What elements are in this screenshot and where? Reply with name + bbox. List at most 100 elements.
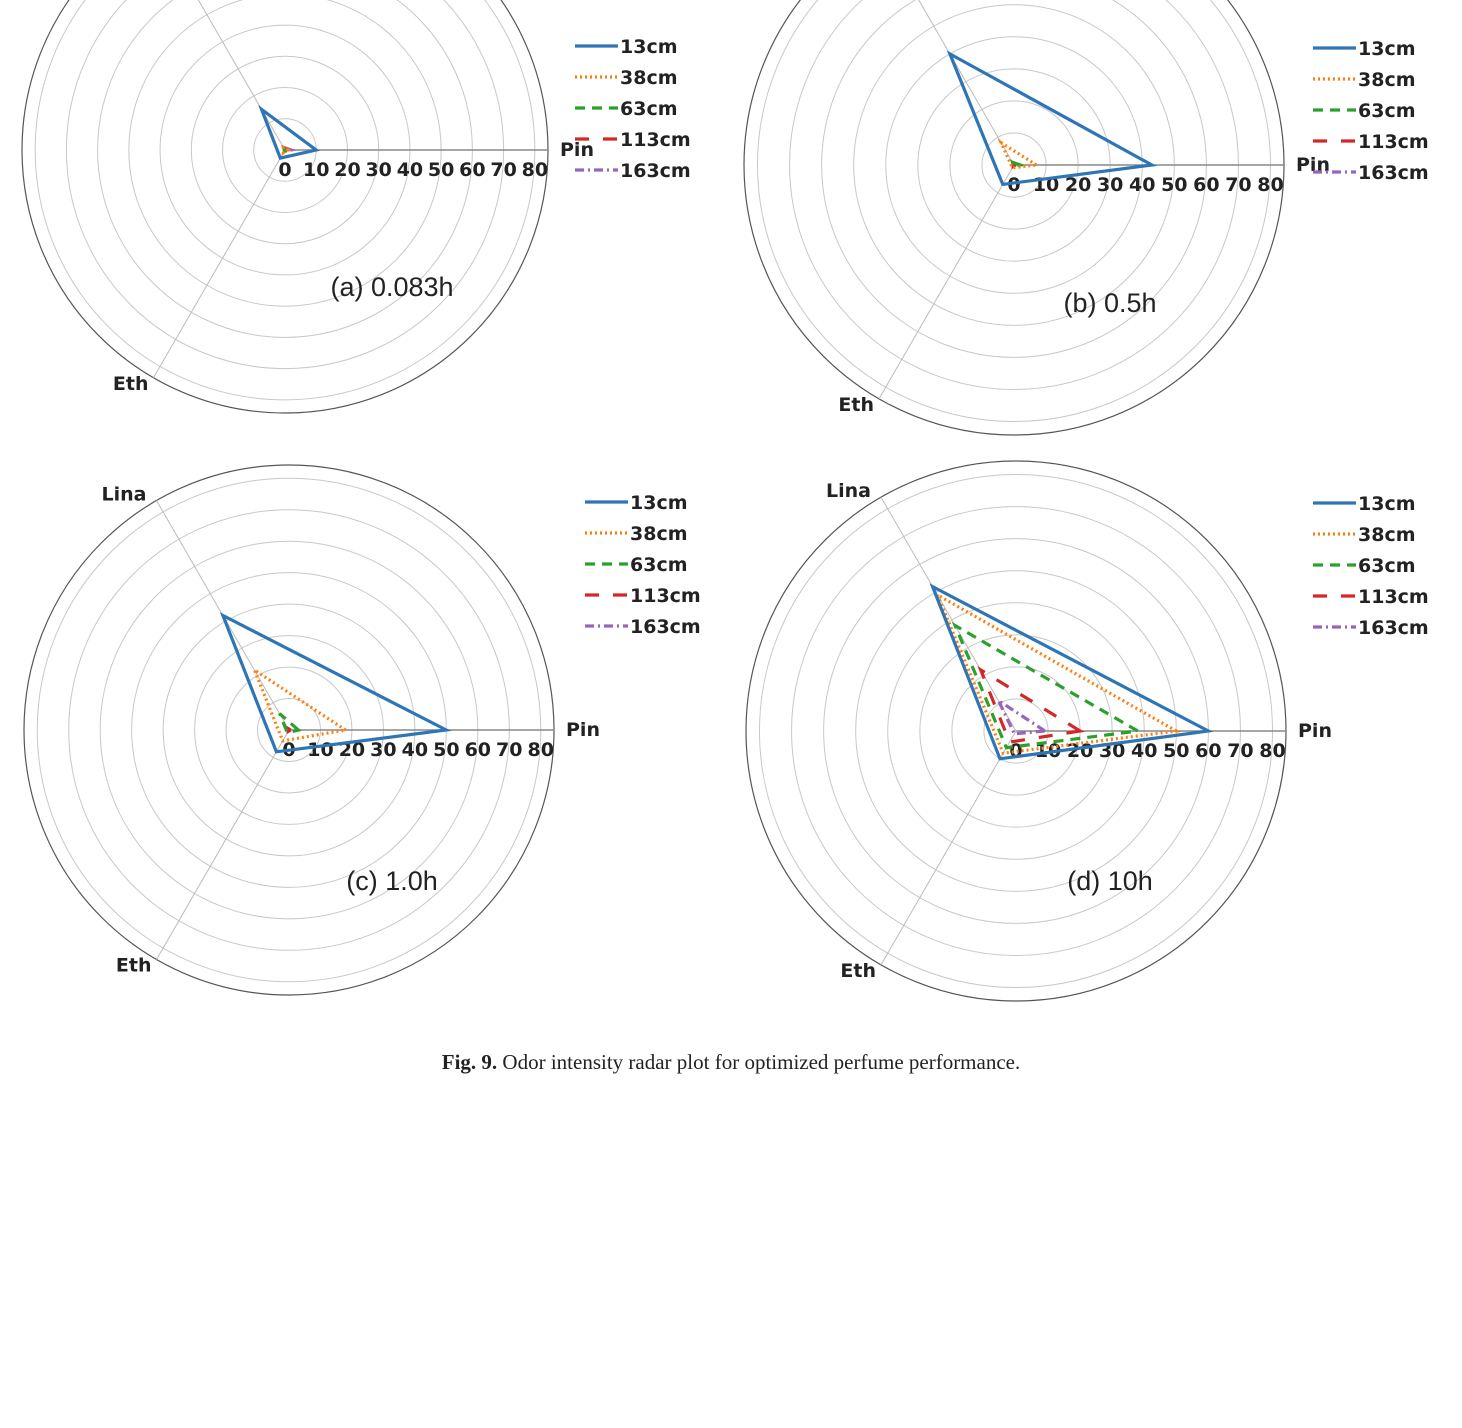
radar-axis-eth [156,729,290,960]
radar-axis-label: Lina [102,484,147,506]
legend-label: 38cm [1358,524,1416,546]
legend-label: 113cm [630,585,701,607]
radar-axis-label: Pin [560,139,594,161]
radar-boundary [743,0,1285,436]
radar-boundary [21,0,549,414]
radar-tick-label: 40 [1131,740,1157,762]
radar-tick-label: 80 [528,739,554,761]
radar-series-38cm [934,591,1182,755]
legend-label: 63cm [630,554,688,576]
radar-tick-label: 50 [1161,174,1187,196]
legend-label: 63cm [1358,100,1416,122]
radar-tick-label: 20 [1065,174,1091,196]
radar-tick-label: 0 [1007,174,1020,196]
legend-label: 13cm [1358,38,1416,60]
radar-tick-label: 50 [433,739,459,761]
radar-tick-label: 30 [370,739,396,761]
radar-axis-label: Pin [1296,154,1330,176]
radar-tick-label: 70 [490,159,516,181]
radar-tick-label: 70 [496,739,522,761]
legend-label: 163cm [630,616,701,638]
radar-tick-label: 10 [303,159,329,181]
radar-series-63cm [1010,159,1027,169]
legend: 13cm 38cm 63cm 113cm 163cm [585,492,701,638]
legend-label: 63cm [620,98,678,120]
radar-grid-ring [34,0,536,401]
legend-label: 13cm [630,492,688,514]
figure-caption: Fig. 9. Odor intensity radar plot for op… [0,1050,1462,1075]
legend-label: 113cm [620,129,691,151]
radar-series-63cm [951,621,1143,750]
radar-series-113cm [977,666,1085,744]
radar-tick-label: 50 [1163,740,1189,762]
radar-grid-ring [757,0,1271,422]
radar-tick-label: 60 [459,159,485,181]
radar-tick-label: 70 [1227,740,1253,762]
legend-label: 113cm [1358,586,1429,608]
radar-series-38cm [997,138,1042,170]
legend-label: 13cm [620,36,678,58]
radar-tick-label: 60 [1195,740,1221,762]
radar-tick-label: 10 [307,739,333,761]
radar-series-13cm [929,583,1214,761]
radar-axis-eth [880,730,1017,966]
radar-axis-eth [878,164,1015,400]
legend-label: 63cm [1358,555,1416,577]
radar-tick-label: 40 [402,739,428,761]
radar-axis-eth [153,149,286,379]
radar-tick-label: 60 [1193,174,1219,196]
caption-text: Odor intensity radar plot for optimized … [502,1050,1021,1074]
radar-axis-label: Eth [116,954,152,976]
radar-tick-label: 20 [1067,740,1093,762]
radar-axis-label: Eth [113,373,149,395]
panel-title: (d) 10h [1067,866,1153,896]
radar-axis-lina [197,0,286,151]
legend-label: 13cm [1358,493,1416,515]
radar-axis-label: Pin [1298,720,1332,742]
radar-tick-label: 50 [428,159,454,181]
legend: 13cm 38cm 63cm 113cm 163cm [575,36,691,182]
legend-label: 113cm [1358,131,1429,153]
radar-series-163cm [994,696,1050,736]
radar-series-13cm [946,50,1157,187]
radar-series-63cm [282,145,290,155]
radar-axis-label: Eth [838,394,874,416]
radar-tick-label: 80 [1259,740,1285,762]
radar-tick-label: 80 [522,159,548,181]
legend-label: 163cm [620,160,691,182]
legend-label: 163cm [1358,162,1429,184]
legend-label: 38cm [630,523,688,545]
radar-tick-label: 30 [365,159,391,181]
radar-grid-ring [65,0,505,370]
caption-label: Fig. 9. [441,1050,498,1074]
radar-grid-ring [128,0,442,307]
radar-axis-label: Eth [840,960,876,982]
panel-title: (b) 0.5h [1063,288,1156,318]
radar-panel-2: PinLinaEth0102030405060708013cm38cm63cm1… [743,0,1429,436]
radar-series-63cm [278,712,302,735]
radar-axis-label: Lina [826,480,871,502]
legend-label: 38cm [620,67,678,89]
legend-label: 38cm [1358,69,1416,91]
panel-title: (c) 1.0h [346,866,438,896]
radar-tick-label: 40 [1129,174,1155,196]
radar-tick-label: 80 [1257,174,1283,196]
legend-label: 163cm [1358,617,1429,639]
radar-axis-label: Pin [566,719,600,741]
radar-tick-label: 60 [465,739,491,761]
radar-tick-label: 30 [1097,174,1123,196]
panel-title: (a) 0.083h [330,272,453,302]
radar-series-113cm [286,725,294,735]
radar-tick-label: 70 [1225,174,1251,196]
legend: 13cm 38cm 63cm 113cm 163cm [1313,38,1429,184]
radar-series-13cm [219,612,452,754]
legend: 13cm 38cm 63cm 113cm 163cm [1313,493,1429,639]
radar-tick-label: 40 [397,159,423,181]
radar-axis-lina [880,496,1017,732]
radar-tick-label: 0 [278,159,291,181]
radar-panel-1: PinLinaEth0102030405060708013cm38cm63cm1… [21,0,691,414]
radar-axis-lina [918,0,1015,166]
